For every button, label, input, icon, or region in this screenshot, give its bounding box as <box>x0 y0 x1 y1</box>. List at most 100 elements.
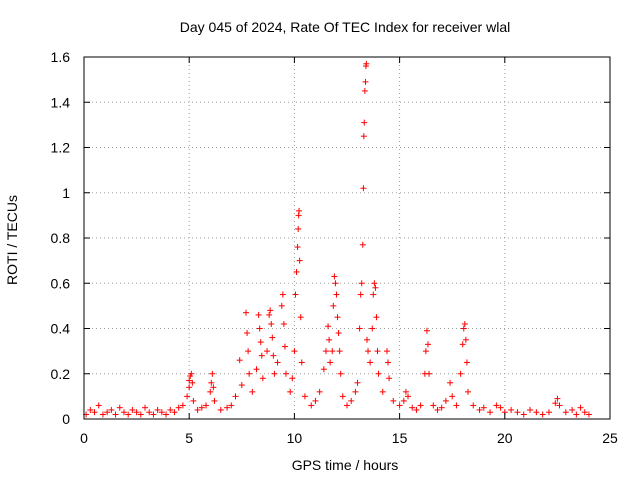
data-point <box>298 359 305 366</box>
x-tick-label: 0 <box>80 430 88 446</box>
data-point <box>158 409 165 416</box>
data-point <box>449 393 456 400</box>
data-point <box>271 370 278 377</box>
data-point <box>308 402 315 409</box>
data-point <box>383 348 390 355</box>
data-point <box>462 336 469 343</box>
data-point <box>295 225 302 232</box>
data-point <box>356 325 363 332</box>
data-point <box>217 406 224 413</box>
data-point <box>470 402 477 409</box>
data-point <box>175 404 182 411</box>
data-point <box>253 366 260 373</box>
data-point <box>476 406 483 413</box>
data-point <box>163 411 170 418</box>
data-point <box>133 409 140 416</box>
data-point <box>365 348 372 355</box>
data-point <box>186 384 193 391</box>
data-point <box>150 411 157 418</box>
data-point <box>208 379 215 386</box>
data-point <box>425 341 432 348</box>
data-point <box>189 379 196 386</box>
data-point <box>270 352 277 359</box>
data-point <box>545 409 552 416</box>
data-point <box>327 359 334 366</box>
data-point <box>244 330 251 337</box>
data-point <box>269 334 276 341</box>
grid-lines <box>84 57 610 419</box>
data-point <box>362 78 369 85</box>
data-point <box>336 348 343 355</box>
data-point <box>461 320 468 327</box>
data-point <box>352 388 359 395</box>
data-point <box>402 388 409 395</box>
data-point <box>258 352 265 359</box>
data-point <box>207 388 214 395</box>
data-point <box>246 370 253 377</box>
data-point <box>332 280 339 287</box>
data-point <box>423 327 430 334</box>
data-point <box>243 309 250 316</box>
data-point <box>359 241 366 248</box>
data-point <box>325 323 332 330</box>
data-point <box>108 406 115 413</box>
data-point <box>369 325 376 332</box>
data-point <box>361 87 368 94</box>
data-point <box>554 395 561 402</box>
data-point <box>539 411 546 418</box>
data-point <box>184 393 191 400</box>
y-axis-label: ROTI / TECUs <box>4 195 20 285</box>
data-point <box>255 311 262 318</box>
data-point <box>190 397 197 404</box>
data-point <box>296 257 303 264</box>
data-point <box>562 409 569 416</box>
data-point <box>357 291 364 298</box>
data-point <box>167 406 174 413</box>
data-point <box>438 404 445 411</box>
data-point <box>210 384 217 391</box>
data-point <box>99 411 106 418</box>
data-point <box>188 370 195 377</box>
y-tick-label: 1.2 <box>51 140 71 156</box>
plot-frame <box>83 56 611 420</box>
data-point <box>120 409 127 416</box>
data-point <box>577 404 584 411</box>
x-tick-label: 25 <box>602 430 618 446</box>
data-point <box>585 411 592 418</box>
data-point <box>527 406 534 413</box>
data-point <box>266 311 273 318</box>
data-point <box>375 370 382 377</box>
data-point <box>354 379 361 386</box>
data-point <box>459 341 466 348</box>
data-point <box>268 320 275 327</box>
data-point <box>236 357 243 364</box>
data-point <box>279 291 286 298</box>
data-point <box>116 404 123 411</box>
data-point <box>373 314 380 321</box>
data-point <box>487 409 494 416</box>
data-point <box>361 119 368 126</box>
data-point <box>337 370 344 377</box>
data-point <box>154 406 161 413</box>
data-point <box>228 402 235 409</box>
data-point <box>287 388 294 395</box>
data-point <box>569 406 576 413</box>
data-point <box>95 402 102 409</box>
data-point <box>460 325 467 332</box>
y-tick-label: 0 <box>62 411 70 427</box>
data-point <box>245 348 252 355</box>
data-point <box>390 397 397 404</box>
data-point <box>137 411 144 418</box>
x-tick-label: 10 <box>287 430 303 446</box>
data-point <box>447 379 454 386</box>
data-point <box>396 402 403 409</box>
data-point <box>312 397 319 404</box>
data-point <box>112 411 119 418</box>
data-point <box>331 273 338 280</box>
y-tick-label: 0.6 <box>51 275 71 291</box>
data-point <box>409 404 416 411</box>
data-point <box>453 402 460 409</box>
data-point <box>385 359 392 366</box>
chart-title: Day 045 of 2024, Rate Of TEC Index for r… <box>180 19 510 35</box>
